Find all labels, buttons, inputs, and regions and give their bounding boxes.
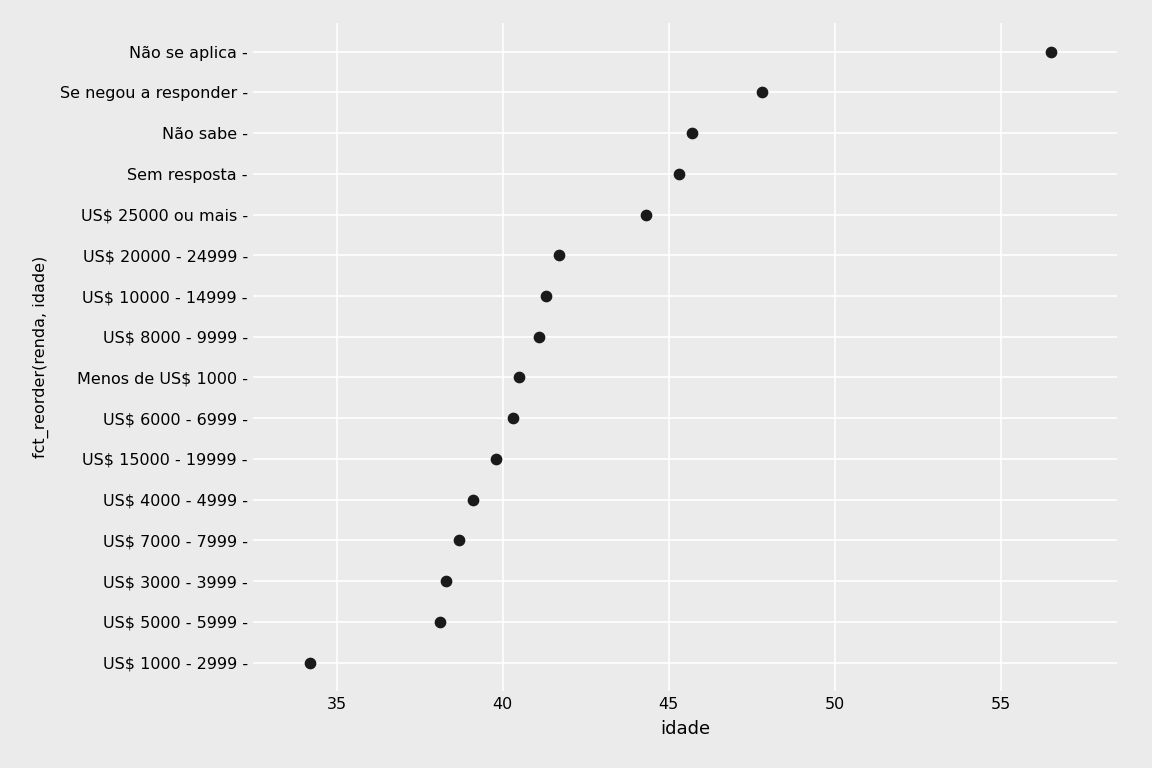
Point xyxy=(1041,45,1060,58)
Y-axis label: fct_reorder(renda, idade): fct_reorder(renda, idade) xyxy=(32,256,48,458)
Point xyxy=(510,372,529,384)
Point xyxy=(530,330,548,343)
Point xyxy=(487,453,506,465)
Point xyxy=(550,249,568,261)
Point xyxy=(463,494,482,506)
Point xyxy=(752,86,771,98)
Point xyxy=(636,208,654,220)
Point xyxy=(669,167,688,180)
Point xyxy=(450,535,469,547)
Point xyxy=(503,412,522,425)
X-axis label: idade: idade xyxy=(660,720,711,738)
Point xyxy=(301,657,319,669)
Point xyxy=(537,290,555,302)
Point xyxy=(431,616,449,628)
Point xyxy=(683,127,702,139)
Point xyxy=(437,575,455,588)
